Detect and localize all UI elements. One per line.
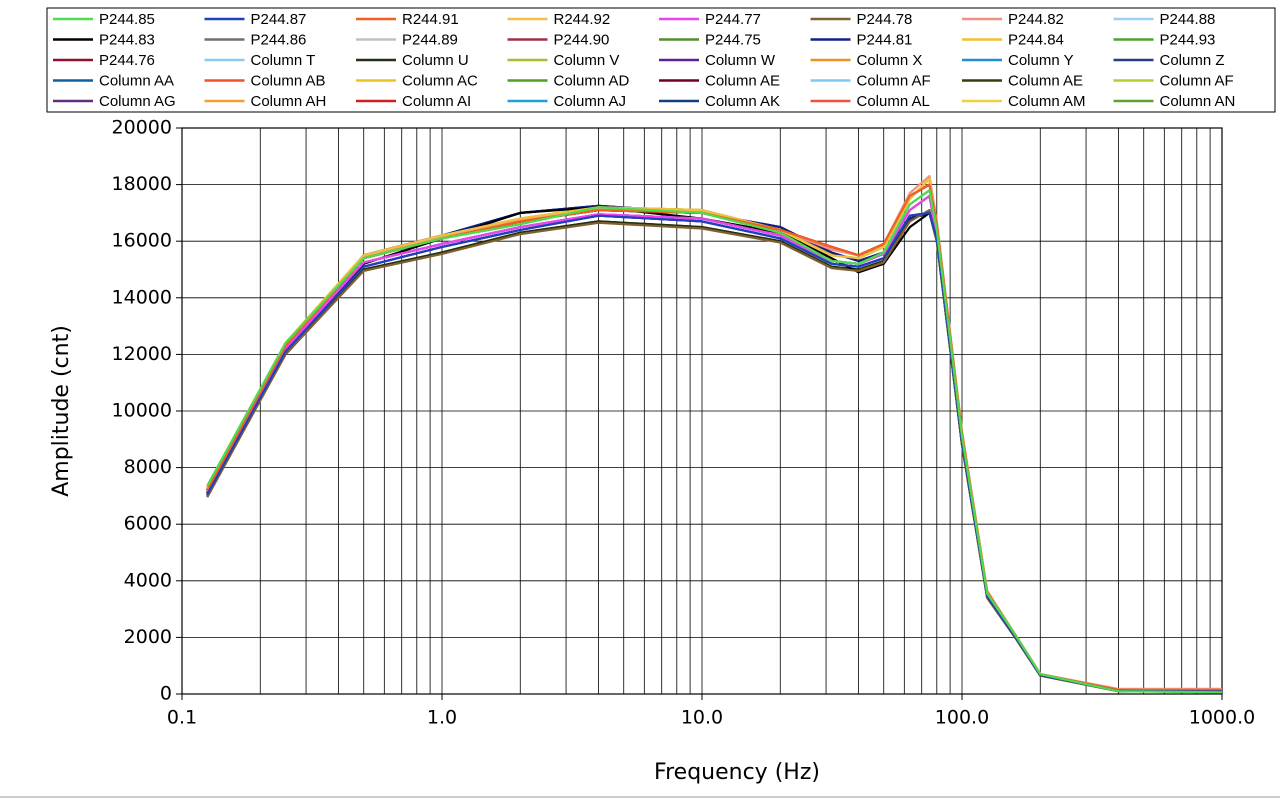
series-line [206,211,1223,693]
x-tick-label: 1000.0 [1189,707,1255,729]
x-tick-label: 100.0 [935,707,989,729]
legend-label: Column AK [705,93,780,110]
y-tick-label: 8000 [124,456,172,478]
legend-label: P244.78 [857,11,913,28]
y-tick-label: 10000 [112,400,172,422]
series-line [206,204,1223,692]
legend-label: Column U [402,52,469,69]
series-line [206,211,1223,693]
series-line [206,177,1222,691]
legend-label: Column AJ [554,93,627,110]
legend-label: P244.89 [402,31,458,48]
legend-label: Column AE [705,72,780,89]
legend-label: Column AE [1008,72,1083,89]
legend-label: Column AF [857,72,931,89]
legend-label: Column AC [402,72,478,89]
legend-label: Column AG [99,93,176,110]
legend-label: P244.85 [99,11,155,28]
x-axis-label: Frequency (Hz) [654,760,820,785]
series-line [206,177,1222,691]
y-tick-label: 4000 [124,569,172,591]
plot-frame [181,127,1223,695]
legend-label: P244.90 [554,31,610,48]
series-line [206,175,1222,690]
series-line [206,177,1222,691]
legend-label: P244.87 [251,11,307,28]
series-line [206,206,1223,693]
legend-label: Column W [705,52,776,69]
legend-label: P244.76 [99,52,155,69]
series-line [206,177,1222,691]
x-tick-label: 0.1 [167,707,197,729]
legend-label: P244.83 [99,31,155,48]
y-tick-label: 2000 [124,626,172,648]
legend-label: R244.92 [554,11,611,28]
legend-label: Column AI [402,93,471,110]
legend-label: P244.84 [1008,31,1064,48]
legend-label: P244.86 [251,31,307,48]
legend-label: Column AF [1160,72,1234,89]
series-line [206,211,1223,693]
legend-label: Column V [554,52,620,69]
legend-label: P244.88 [1160,11,1216,28]
legend-label: Column AA [99,72,174,89]
series-line [206,189,1223,694]
legend-label: P244.75 [705,31,761,48]
legend-label: Column X [857,52,923,69]
y-tick-label: 20000 [112,117,172,139]
legend-label: P244.77 [705,11,761,28]
legend-label: Column AM [1008,93,1086,110]
y-tick-label: 6000 [124,513,172,535]
series-line [206,211,1223,693]
x-tick-label: 1.0 [427,707,457,729]
series-line [206,177,1222,691]
series-line [206,204,1223,692]
legend-label: Column AH [251,93,327,110]
series-line [206,204,1223,692]
legend-label: P244.82 [1008,11,1064,28]
legend-label: Column AD [554,72,630,89]
legend-label: Column AL [857,93,930,110]
series-line [206,177,1222,691]
legend-label: Column Y [1008,52,1074,69]
series-line [206,209,1223,693]
y-tick-label: 12000 [112,343,172,365]
y-tick-label: 0 [160,683,172,705]
series-line [206,211,1223,693]
y-tick-label: 18000 [112,173,172,195]
legend-label: Column Z [1160,52,1225,69]
y-axis-label: Amplitude (cnt) [49,325,74,497]
series-line [206,177,1222,691]
legend-label: P244.93 [1160,31,1216,48]
y-tick-label: 14000 [112,286,172,308]
legend-label: P244.81 [857,31,913,48]
legend-label: R244.91 [402,11,459,28]
legend-label: Column T [251,52,316,69]
legend-label: Column AN [1160,93,1236,110]
legend-label: Column AB [251,72,326,89]
y-tick-label: 16000 [112,230,172,252]
x-tick-label: 10.0 [681,707,723,729]
series-line [206,177,1222,691]
